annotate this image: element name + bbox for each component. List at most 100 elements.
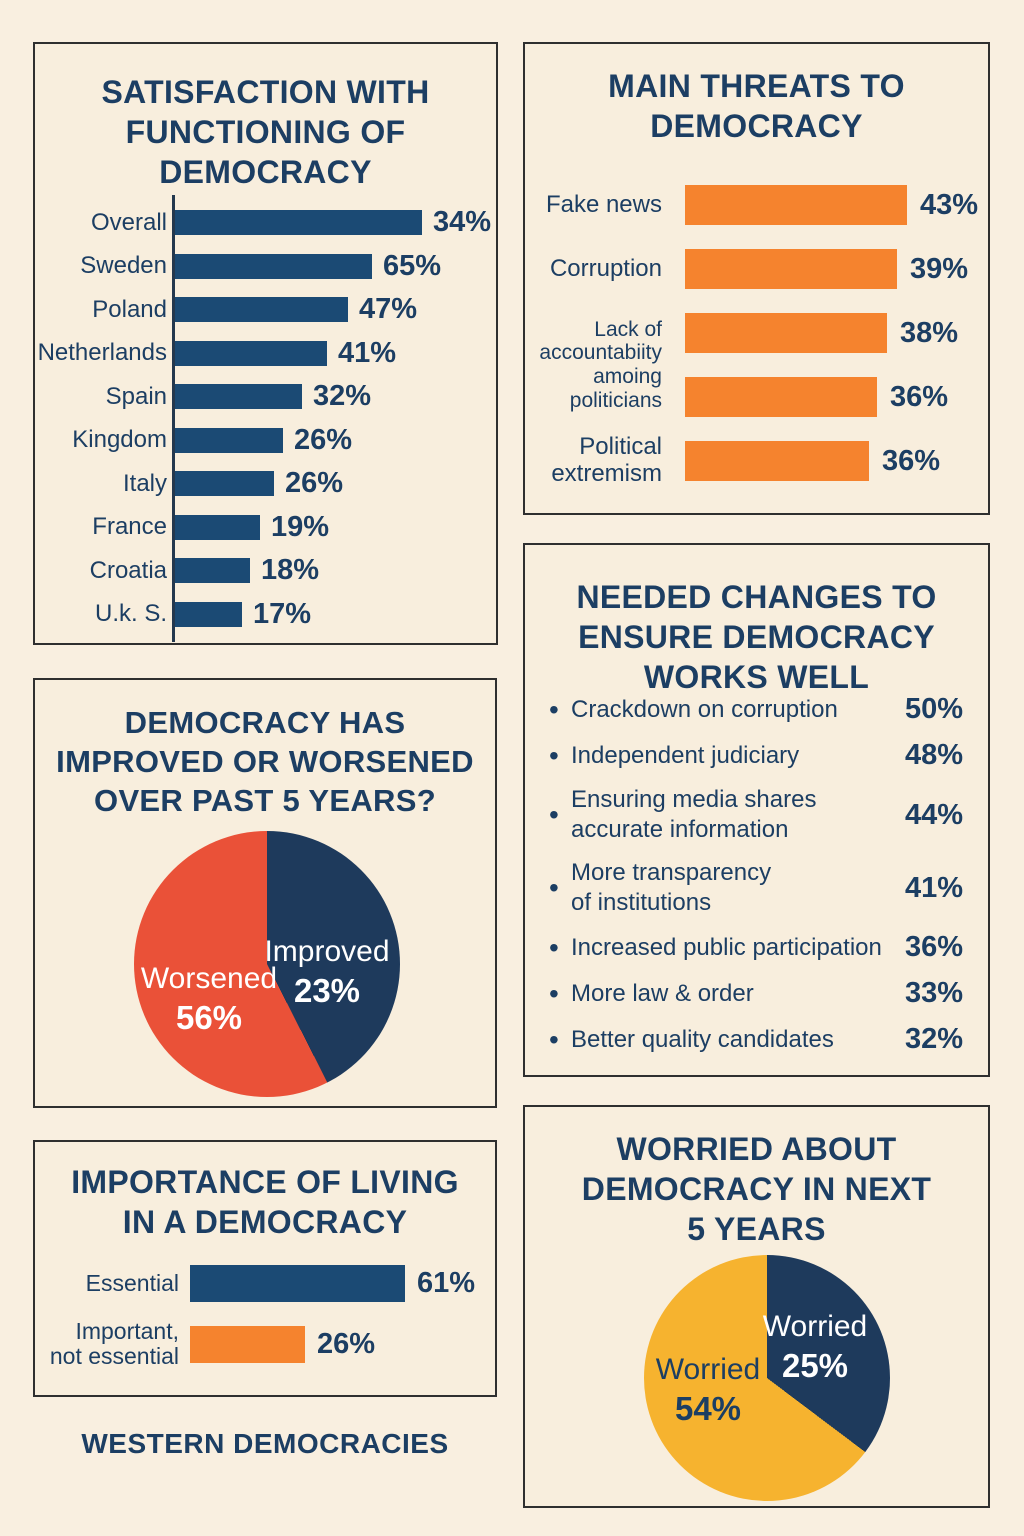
value-label: 36%: [882, 444, 941, 477]
bar-cell: 36%: [662, 429, 984, 493]
slice-label: Improved 23%: [264, 935, 389, 1009]
bar-row: U.k. S. 17%: [35, 593, 494, 637]
bar: [175, 340, 327, 366]
value-label: 41%: [904, 871, 963, 904]
bullet-icon: •: [549, 931, 559, 963]
item-text: Independent judiciary: [571, 741, 800, 769]
list-item: • Ensuring media shares accurate informat…: [549, 785, 963, 845]
category-label: Fake news: [545, 190, 662, 218]
item-text: Better quality candidates: [571, 1025, 834, 1053]
bar: [175, 297, 348, 323]
panel-title: MAIN THREATS TO DEMOCRACY: [608, 68, 905, 144]
slice-label: Worried 25%: [763, 1310, 867, 1384]
panel-satisfaction-with-democracy: SATISFACTION WITH FUNCTIONING OF DEMOCRA…: [33, 42, 498, 645]
slice-name: Improved: [264, 934, 390, 968]
value-label: 36%: [904, 931, 963, 963]
value-label: 17%: [253, 597, 312, 630]
category-label: U.k. S.: [94, 600, 167, 628]
bar: [685, 185, 907, 225]
worried-pie-chart: Worried 25% Worried 54%: [644, 1255, 890, 1501]
value-label: 61%: [417, 1266, 476, 1299]
value-label: 32%: [904, 1023, 963, 1055]
panel-importance-of-democracy: IMPORTANCE OF LIVING IN A DEMOCRACY Esse…: [33, 1140, 497, 1397]
bar-cell: 43%: [662, 173, 984, 237]
category-label: Corruption: [549, 254, 662, 282]
bullet-icon: •: [549, 739, 559, 771]
slice-name: Worried: [762, 1309, 868, 1343]
category-label: Lack of accountabiity amoing politicians: [539, 317, 662, 412]
bar: [685, 313, 887, 353]
satisfaction-bar-chart: Overall 34% Sweden 65% Poland 47% Netherlands 4…: [35, 195, 494, 642]
value-label: 34%: [433, 206, 492, 239]
bar: [190, 1264, 405, 1302]
category-label: Croatia: [89, 556, 167, 584]
bullet-icon: •: [549, 693, 559, 725]
panel-worried-about-democracy: WORRIED ABOUT DEMOCRACY IN NEXT 5 YEARS …: [523, 1105, 990, 1508]
panel-title: NEEDED CHANGES TO ENSURE DEMOCRACY WORKS…: [576, 579, 937, 695]
panel-title: SATISFACTION WITH FUNCTIONING OF DEMOCRA…: [101, 74, 430, 190]
bar-cell: 39%: [662, 237, 984, 301]
category-label: France: [92, 513, 167, 541]
bar-cell: 36%: [662, 365, 984, 429]
bar-cell: 38%: [662, 301, 984, 365]
bullet-icon: •: [549, 799, 559, 830]
panel-main-threats: MAIN THREATS TO DEMOCRACY Fake news Corru…: [523, 42, 990, 515]
value-label: 18%: [261, 554, 320, 587]
category-label: Spain: [105, 382, 167, 410]
value-label: 43%: [920, 188, 979, 221]
panel-title: DEMOCRACY HAS IMPROVED OR WORSENED OVER …: [56, 705, 474, 818]
list-item: • Better quality candidates 32%: [549, 1023, 963, 1056]
panel-title: IMPORTANCE OF LIVING IN A DEMOCRACY: [71, 1164, 459, 1240]
bullet-icon: •: [549, 977, 559, 1009]
item-text: Crackdown on corruption: [571, 695, 838, 723]
category-label: Political extremism: [551, 433, 662, 487]
panel-improved-or-worsened: DEMOCRACY HAS IMPROVED OR WORSENED OVER …: [33, 678, 497, 1108]
bar-row: Essential 61%: [39, 1258, 489, 1308]
needed-changes-list: • Crackdown on corruption 50% • Independent …: [549, 693, 963, 1069]
bar: [685, 249, 897, 289]
value-label: 39%: [910, 252, 969, 285]
item-text: Increased public participation: [571, 933, 882, 961]
value-label: 36%: [890, 380, 949, 413]
bar: [175, 253, 372, 279]
bar-row: Overall 34%: [35, 201, 494, 245]
bar: [175, 514, 260, 540]
bar-row: Spain 32%: [35, 375, 494, 419]
value-label: 41%: [338, 336, 397, 369]
slice-name: Worried: [655, 1352, 761, 1386]
value-label: 50%: [904, 693, 963, 725]
bar-row: Kingdom 26%: [35, 419, 494, 463]
item-text: More transparency of institutions: [571, 859, 772, 916]
bar: [175, 384, 302, 410]
category-label: Important, not essential: [49, 1318, 179, 1369]
slice-name: Worsened: [140, 961, 278, 995]
bar: [175, 427, 283, 453]
threats-bar-chart: Fake news Corruption Lack of accountabiity…: [525, 173, 984, 493]
bar: [175, 471, 274, 497]
bar: [190, 1325, 305, 1363]
panel-needed-changes: NEEDED CHANGES TO ENSURE DEMOCRACY WORKS…: [523, 543, 990, 1077]
value-label: 32%: [313, 380, 372, 413]
value-label: 44%: [904, 798, 963, 831]
category-label: Poland: [92, 295, 167, 323]
category-label: Italy: [122, 469, 167, 497]
item-text: Ensuring media shares accurate informati…: [571, 786, 817, 843]
improved-worsened-pie-chart: Improved 23% Worsened 56%: [134, 831, 400, 1097]
value-label: 26%: [317, 1327, 376, 1360]
bar-row: Croatia 18%: [35, 549, 494, 593]
value-label: 19%: [271, 510, 330, 543]
bar: [175, 558, 250, 584]
slice-label: Worried 54%: [656, 1353, 760, 1427]
bar-row: Italy 26%: [35, 462, 494, 506]
category-label: Overall: [90, 208, 167, 236]
category-label: Essential: [85, 1269, 179, 1296]
slice-value: 25%: [781, 1346, 849, 1384]
list-item: • Increased public participation 36%: [549, 931, 963, 964]
value-label: 47%: [359, 293, 418, 326]
list-item: • Independent judiciary 48%: [549, 739, 963, 772]
bar-row: Sweden 65%: [35, 245, 494, 289]
bar: [685, 441, 869, 481]
value-label: 65%: [383, 249, 442, 282]
value-label: 26%: [294, 423, 353, 456]
